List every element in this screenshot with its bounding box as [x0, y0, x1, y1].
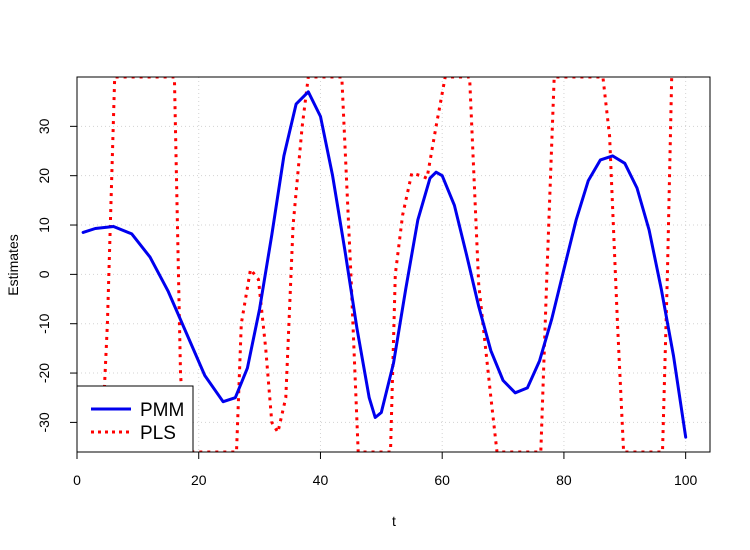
- x-axis-title: t: [392, 513, 396, 529]
- legend: PMM PLS: [76, 385, 194, 453]
- y-tick-label: -10: [36, 313, 52, 333]
- y-tick-label: -30: [36, 412, 52, 432]
- x-tick-label: 20: [191, 472, 207, 488]
- plot-frame: [76, 76, 711, 453]
- x-tick-label: 0: [73, 472, 81, 488]
- y-axis-title: Estimates: [5, 234, 21, 295]
- y-tick-label: 30: [36, 118, 52, 134]
- y-tick-label: 10: [36, 217, 52, 233]
- x-tick-label: 100: [674, 472, 698, 488]
- y-tick-label: 20: [36, 168, 52, 184]
- y-axis: -30 -20 -10 0 10 20 30: [36, 118, 77, 433]
- legend-label-pmm: PMM: [140, 400, 184, 421]
- x-tick-label: 40: [313, 472, 329, 488]
- x-tick-label: 60: [434, 472, 450, 488]
- x-axis: 0 20 40 60 80 100: [73, 452, 698, 488]
- y-tick-label: -20: [36, 363, 52, 383]
- series-line-pmm: [81, 90, 688, 439]
- legend-label-pls: PLS: [140, 423, 176, 444]
- y-tick-label: 0: [36, 270, 52, 278]
- legend-box: [76, 385, 194, 453]
- x-tick-label: 80: [556, 472, 572, 488]
- series-layer: [81, 77, 688, 452]
